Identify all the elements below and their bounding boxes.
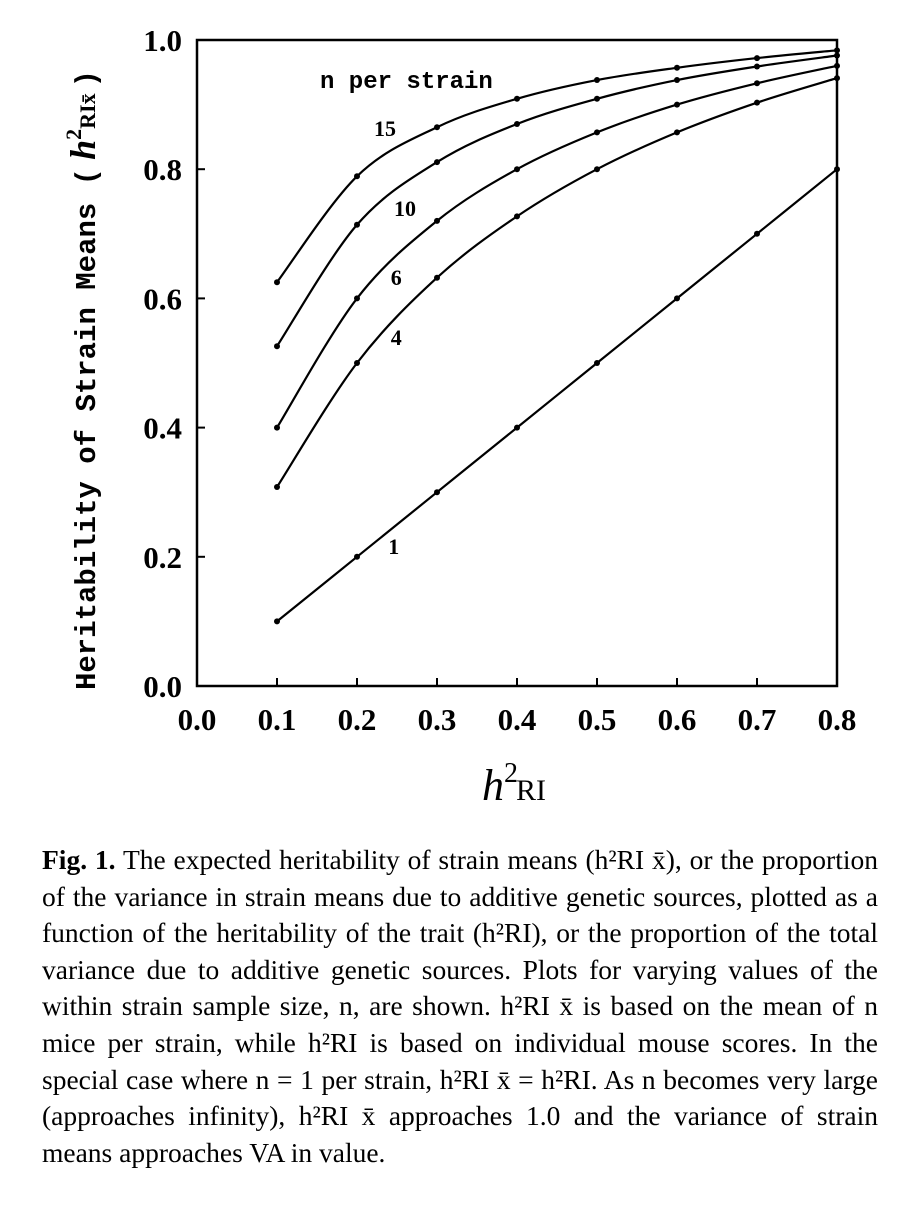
series-label: 10 (394, 196, 416, 221)
data-point (674, 64, 680, 71)
x-tick-label: 0.7 (738, 702, 777, 737)
data-point (274, 343, 280, 350)
data-point (434, 217, 440, 224)
x-tick-label: 0.1 (258, 702, 297, 737)
data-point (274, 618, 280, 625)
data-point (674, 129, 680, 136)
series-label: 6 (391, 265, 402, 290)
data-point (834, 62, 840, 69)
y-tick-label: 0.8 (143, 152, 182, 187)
series-label: 4 (391, 325, 402, 350)
data-point (514, 213, 520, 220)
series-label: 15 (374, 116, 396, 141)
x-tick-label: 0.0 (178, 702, 217, 737)
data-point (834, 47, 840, 54)
caption-label: Fig. 1. (42, 844, 116, 875)
data-point (754, 230, 760, 237)
y-axis-label: Heritability of Strain Means (h2RIx̄) (61, 70, 104, 690)
y-tick-label: 0.6 (143, 281, 182, 316)
data-point (594, 166, 600, 173)
data-point (754, 80, 760, 87)
x-axis-label: h2 RI (482, 758, 546, 810)
data-point (834, 166, 840, 173)
data-point (754, 55, 760, 62)
data-point (354, 295, 360, 302)
data-point (274, 424, 280, 431)
data-point (674, 101, 680, 108)
data-point (354, 173, 360, 180)
y-tick-label: 0.2 (143, 540, 182, 575)
series-line-n6 (276, 64, 838, 429)
data-point (274, 279, 280, 286)
chart: 0.0 0.1 0.2 0.3 0.4 0.5 0.6 0.7 0.8 0.0 0.2 0.4 0.6 0… (61, 23, 857, 810)
legend-title: n per strain (320, 69, 493, 96)
y-tick-label: 0.0 (143, 669, 182, 704)
plot-frame (195, 38, 839, 688)
data-point (594, 77, 600, 84)
x-tick-label: 0.2 (338, 702, 377, 737)
data-point (434, 159, 440, 166)
series-line-n4 (276, 77, 838, 488)
data-point (514, 120, 520, 127)
data-point (354, 553, 360, 560)
data-point (434, 124, 440, 131)
data-point (434, 274, 440, 281)
data-point (674, 77, 680, 84)
data-point (674, 295, 680, 302)
data-point (594, 129, 600, 136)
data-point (434, 489, 440, 496)
data-point (354, 221, 360, 228)
caption-text: The expected heritability of strain mean… (42, 844, 878, 1168)
series-line-n1 (276, 168, 838, 623)
x-tick-label: 0.4 (498, 702, 537, 737)
data-point (594, 360, 600, 366)
x-tick-label: 0.8 (818, 702, 857, 737)
data-point (514, 424, 520, 431)
y-tick-label: 0.4 (143, 411, 182, 446)
data-point (354, 360, 360, 366)
figure-caption: Fig. 1. The expected heritability of str… (42, 842, 878, 1171)
y-tick-label: 1.0 (143, 23, 182, 58)
x-tick-label: 0.6 (658, 702, 697, 737)
data-point (754, 99, 760, 106)
data-point (274, 484, 280, 491)
data-point (754, 63, 760, 70)
data-point (834, 52, 840, 59)
data-point (514, 166, 520, 173)
x-tick-label: 0.3 (418, 702, 457, 737)
series-label: 1 (388, 534, 399, 559)
data-point (834, 75, 840, 82)
series-line-n10 (276, 54, 838, 347)
x-tick-label: 0.5 (578, 702, 617, 737)
data-point (594, 95, 600, 102)
data-point (514, 95, 520, 102)
